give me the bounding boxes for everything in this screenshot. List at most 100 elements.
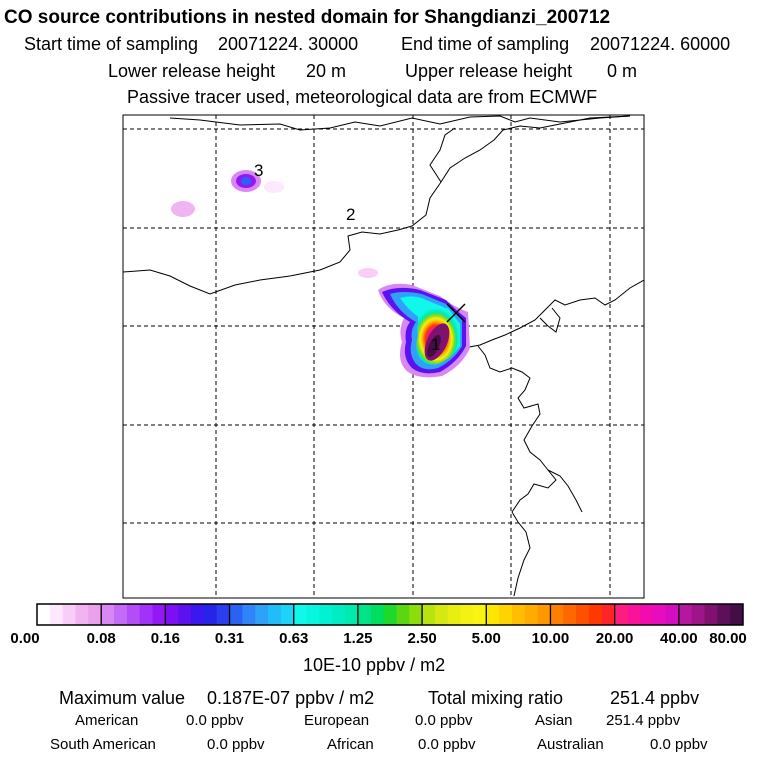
region-value: 0.0 ppbv: [207, 736, 265, 753]
colorbar-cell: [268, 604, 282, 625]
colorbar-unit: 10E-10 ppbv / m2: [303, 655, 446, 675]
colorbar-cell: [627, 604, 641, 625]
colorbar-cell: [524, 604, 539, 625]
colorbar-cell: [691, 604, 705, 625]
colorbar-cell: [473, 604, 487, 625]
colorbar-tick-label: 0.16: [150, 630, 180, 647]
colorbar-cell: [126, 604, 141, 625]
start-time-label: Start time of sampling: [24, 34, 199, 54]
colorbar-tick-label: 2.50: [407, 630, 437, 647]
colorbar-tick-label: 80.00: [709, 630, 747, 647]
plume-source-3: [171, 170, 284, 217]
colorbar-cell: [114, 604, 128, 625]
colorbar-cell: [422, 604, 436, 625]
region-name: South American: [50, 736, 156, 753]
colorbar-cell: [75, 604, 89, 625]
colorbar-cell: [293, 604, 307, 625]
map-frame: [122, 114, 645, 599]
colorbar-cell: [588, 604, 603, 625]
colorbar-cell: [383, 604, 397, 625]
source-label-1: 1: [431, 335, 440, 354]
upper-height-label: Upper release height: [405, 61, 573, 81]
source-label-3: 3: [254, 161, 263, 180]
map-title: CO source contributions in nested domain…: [4, 7, 611, 28]
plume-source-1: [358, 268, 470, 378]
colorbar-tick-label: 0.31: [214, 630, 245, 647]
colorbar-cell: [319, 604, 333, 625]
lower-height-label: Lower release height: [108, 61, 276, 81]
start-time-value: 20071224. 30000: [218, 34, 359, 54]
region-value: 0.0 ppbv: [415, 712, 473, 729]
colorbar-cell: [486, 604, 500, 625]
colorbar-cell: [640, 604, 654, 625]
colorbar-cell: [717, 604, 731, 625]
colorbar-tick-label: 40.00: [660, 630, 698, 647]
colorbar-cell: [576, 604, 590, 625]
lat-lon-grid: [123, 115, 644, 598]
colorbar-cell: [434, 604, 449, 625]
receptor-marker: [446, 303, 466, 323]
end-time-label: End time of sampling: [401, 34, 570, 54]
colorbar-cell: [550, 604, 564, 625]
colorbar-cell: [191, 604, 205, 625]
region-value: 0.0 ppbv: [186, 712, 244, 729]
lower-height-value: 20 m: [306, 61, 347, 81]
colorbar-tick-label: 0.63: [279, 630, 309, 647]
colorbar-cell: [165, 604, 179, 625]
colorbar-tick-label: 10.00: [531, 630, 570, 647]
total-mixing-value: 251.4 ppbv: [610, 688, 700, 708]
colorbar-cell: [601, 604, 616, 625]
upper-height-value: 0 m: [607, 61, 638, 81]
colorbar-tick-label: 0.00: [10, 630, 40, 647]
max-value-label: Maximum value: [59, 688, 186, 708]
colorbar-cell: [101, 604, 115, 625]
region-value: 0.0 ppbv: [418, 736, 476, 753]
region-name: African: [327, 736, 374, 753]
boundary-lines: [123, 115, 644, 597]
tracer-note: Passive tracer used, meteorological data…: [127, 87, 598, 107]
total-mixing-label: Total mixing ratio: [428, 688, 564, 708]
max-value: 0.187E-07 ppbv / m2: [207, 688, 375, 708]
source-label-2: 2: [346, 205, 355, 224]
colorbar-cell: [447, 604, 461, 625]
colorbar-cell: [152, 604, 166, 625]
region-name: Asian: [535, 712, 573, 729]
colorbar-cell: [357, 604, 372, 625]
colorbar-cell: [665, 604, 680, 625]
colorbar-cell: [409, 604, 423, 625]
colorbar-tick-label: 20.00: [595, 630, 634, 647]
colorbar-cell: [396, 604, 410, 625]
colorbar-cell: [88, 604, 102, 625]
colorbar-tick-label: 1.25: [343, 630, 373, 647]
colorbar-cell: [332, 604, 346, 625]
colorbar-cell: [203, 604, 218, 625]
colorbar-cell: [614, 604, 628, 625]
colorbar-cell: [229, 604, 243, 625]
colorbar-cell: [139, 604, 153, 625]
region-value: 0.0 ppbv: [650, 736, 708, 753]
colorbar-cell: [511, 604, 526, 625]
colorbar-cell: [704, 604, 718, 625]
region-name: Australian: [537, 736, 604, 753]
end-time-value: 20071224. 60000: [590, 34, 731, 54]
colorbar-tick-label: 0.08: [86, 630, 116, 647]
colorbar-cell: [280, 604, 295, 625]
colorbar-cell: [678, 604, 693, 625]
colorbar-cell: [460, 604, 474, 625]
colorbar-cell: [242, 604, 256, 625]
colorbar-cell: [255, 604, 269, 625]
colorbar-cell: [216, 604, 230, 625]
colorbar-cell: [499, 604, 513, 625]
region-value: 251.4 ppbv: [606, 712, 681, 729]
colorbar-cell: [537, 604, 551, 625]
colorbar-cell: [653, 604, 667, 625]
colorbar-cell: [62, 604, 76, 625]
colorbar-cell: [178, 604, 192, 625]
region-name: American: [75, 712, 139, 729]
colorbar-cell: [49, 604, 64, 625]
colorbar-tick-label: 5.00: [471, 630, 501, 647]
colorbar-cell: [345, 604, 359, 625]
colorbar-cell: [370, 604, 384, 625]
